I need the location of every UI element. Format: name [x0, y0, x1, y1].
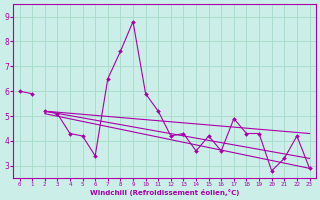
- X-axis label: Windchill (Refroidissement éolien,°C): Windchill (Refroidissement éolien,°C): [90, 189, 239, 196]
